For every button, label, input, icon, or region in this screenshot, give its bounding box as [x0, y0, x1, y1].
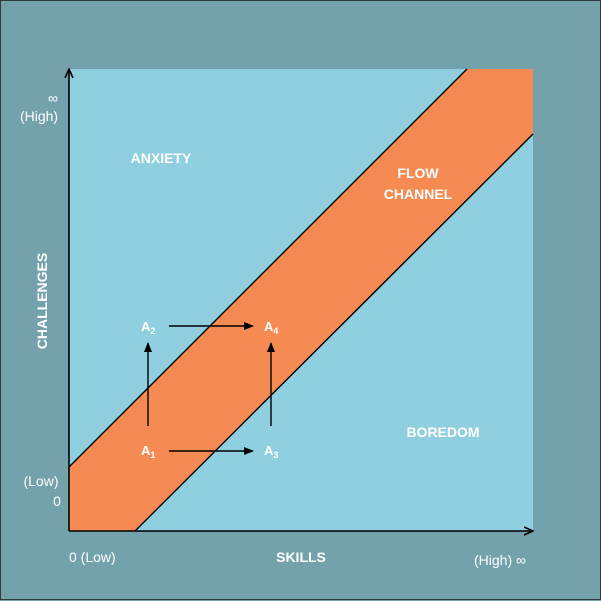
- point-a2: A2: [141, 319, 155, 336]
- flow-label-line2: CHANNEL: [384, 186, 453, 202]
- point-a4: A4: [264, 319, 278, 336]
- y-high-label: (High): [20, 108, 58, 124]
- y-low-label: (Low): [23, 473, 58, 489]
- x-low-label: 0 (Low): [69, 549, 116, 565]
- y-axis-title: CHALLENGES: [34, 253, 50, 349]
- anxiety-label: ANXIETY: [131, 150, 192, 166]
- point-a1: A1: [141, 443, 155, 460]
- point-a3: A3: [264, 443, 278, 460]
- upper-boundary-line: [68, 68, 468, 468]
- x-high-label: (High) ∞: [474, 552, 526, 568]
- flow-channel-band: [69, 69, 533, 531]
- boredom-label: BOREDOM: [406, 424, 479, 440]
- flow-label-line1: FLOW: [397, 165, 439, 181]
- y-low-value: 0: [53, 493, 61, 509]
- y-high-symbol: ∞: [48, 90, 58, 106]
- x-axis-title: SKILLS: [276, 549, 326, 565]
- lower-boundary-line: [134, 133, 534, 532]
